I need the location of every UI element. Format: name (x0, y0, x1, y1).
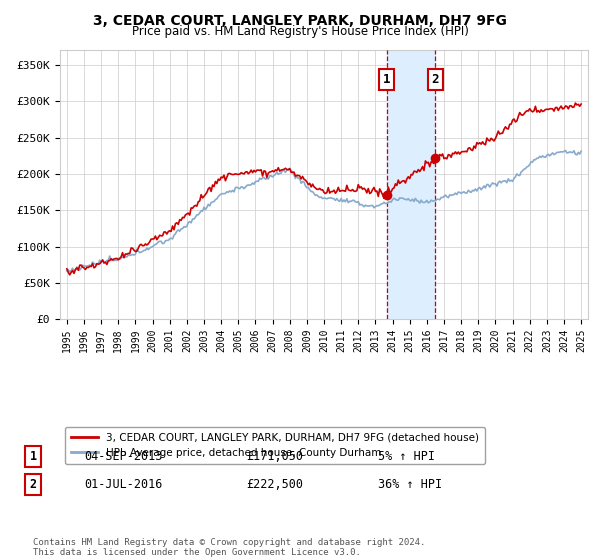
Text: Contains HM Land Registry data © Crown copyright and database right 2024.
This d: Contains HM Land Registry data © Crown c… (33, 538, 425, 557)
Text: 3, CEDAR COURT, LANGLEY PARK, DURHAM, DH7 9FG: 3, CEDAR COURT, LANGLEY PARK, DURHAM, DH… (93, 14, 507, 28)
Text: 2: 2 (431, 73, 439, 86)
Legend: 3, CEDAR COURT, LANGLEY PARK, DURHAM, DH7 9FG (detached house), HPI: Average pri: 3, CEDAR COURT, LANGLEY PARK, DURHAM, DH… (65, 427, 485, 464)
Text: 04-SEP-2013: 04-SEP-2013 (84, 450, 163, 463)
Text: 1: 1 (29, 450, 37, 463)
Text: Price paid vs. HM Land Registry's House Price Index (HPI): Price paid vs. HM Land Registry's House … (131, 25, 469, 38)
Text: £171,050: £171,050 (246, 450, 303, 463)
Text: 01-JUL-2016: 01-JUL-2016 (84, 478, 163, 491)
Text: 2: 2 (29, 478, 37, 491)
Text: £222,500: £222,500 (246, 478, 303, 491)
Text: 5% ↑ HPI: 5% ↑ HPI (378, 450, 435, 463)
Bar (387, 50, 436, 319)
Text: 1: 1 (383, 73, 391, 86)
Text: 36% ↑ HPI: 36% ↑ HPI (378, 478, 442, 491)
